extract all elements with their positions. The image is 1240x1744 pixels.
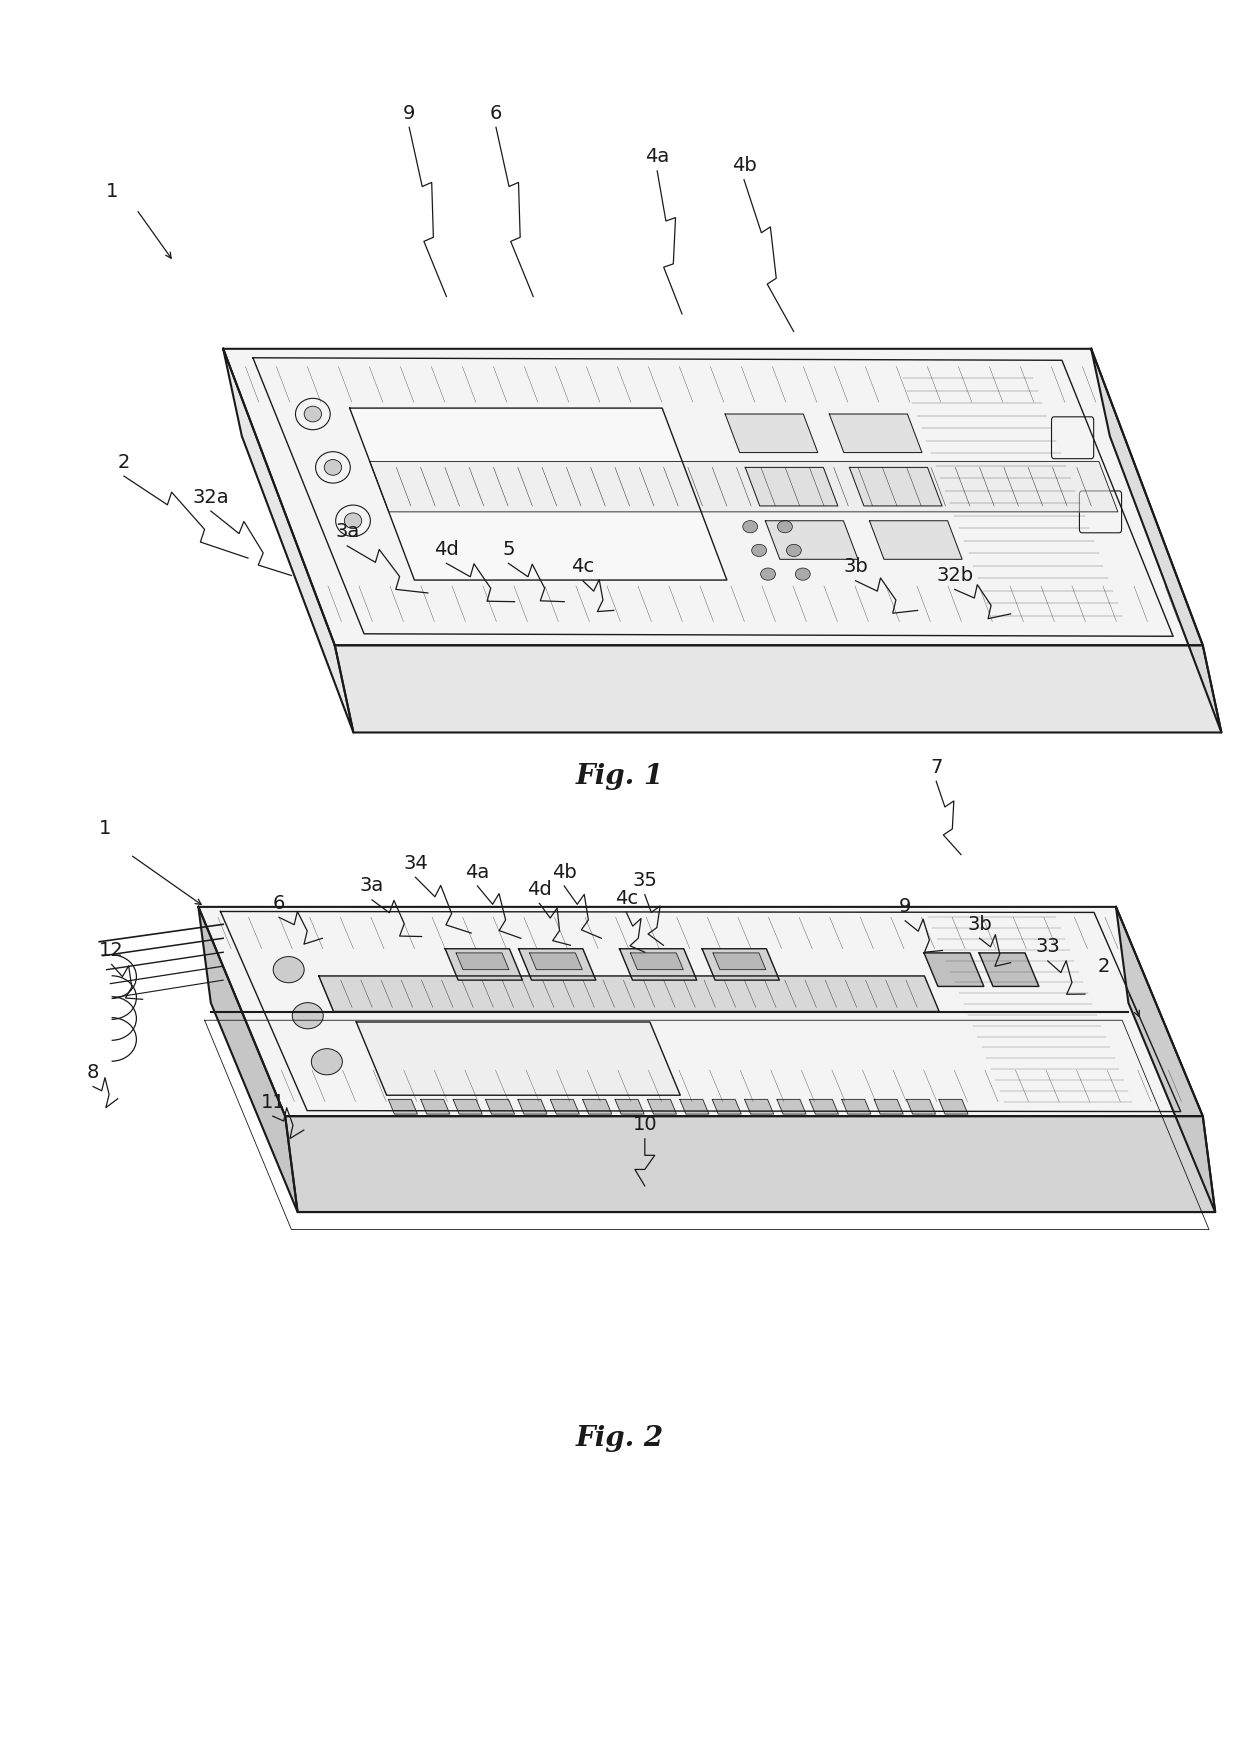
Text: 1: 1: [105, 183, 118, 201]
Text: 3a: 3a: [360, 877, 384, 895]
Text: 3b: 3b: [967, 916, 992, 933]
Text: 4b: 4b: [732, 157, 756, 174]
Text: 12: 12: [99, 942, 124, 959]
Polygon shape: [583, 1099, 611, 1114]
Text: Fig. 2: Fig. 2: [575, 1425, 665, 1453]
Polygon shape: [849, 467, 942, 506]
Text: 6: 6: [273, 895, 285, 912]
Polygon shape: [223, 349, 353, 732]
Polygon shape: [350, 408, 727, 581]
Polygon shape: [1116, 907, 1215, 1212]
Text: 9: 9: [899, 898, 911, 916]
Polygon shape: [713, 952, 766, 970]
Ellipse shape: [304, 406, 321, 422]
Polygon shape: [830, 413, 921, 452]
Polygon shape: [810, 1099, 838, 1114]
Polygon shape: [518, 949, 595, 980]
Ellipse shape: [325, 460, 342, 474]
Text: 4c: 4c: [615, 889, 637, 907]
Polygon shape: [702, 949, 780, 980]
Text: 4b: 4b: [552, 863, 577, 881]
Polygon shape: [198, 907, 298, 1212]
Polygon shape: [1091, 349, 1221, 732]
Text: 8: 8: [87, 1064, 99, 1081]
Ellipse shape: [777, 520, 792, 532]
Text: 32b: 32b: [936, 567, 973, 584]
Polygon shape: [335, 645, 1221, 732]
Polygon shape: [486, 1099, 515, 1114]
Polygon shape: [620, 949, 697, 980]
Text: 4d: 4d: [527, 881, 552, 898]
Polygon shape: [370, 462, 1118, 513]
Polygon shape: [924, 952, 983, 987]
Polygon shape: [198, 907, 1203, 1116]
Polygon shape: [874, 1099, 903, 1114]
Text: 9: 9: [403, 105, 415, 122]
Polygon shape: [939, 1099, 968, 1114]
Text: 6: 6: [490, 105, 502, 122]
Polygon shape: [285, 1116, 1215, 1212]
Text: 35: 35: [632, 872, 657, 889]
Text: 34: 34: [403, 855, 428, 872]
Polygon shape: [456, 952, 508, 970]
Polygon shape: [420, 1099, 450, 1114]
Text: 2: 2: [118, 453, 130, 471]
Polygon shape: [869, 521, 962, 560]
Text: 3a: 3a: [335, 523, 360, 541]
Polygon shape: [518, 1099, 547, 1114]
Text: 33: 33: [1035, 938, 1060, 956]
Ellipse shape: [751, 544, 766, 556]
Ellipse shape: [311, 1048, 342, 1074]
Text: 11: 11: [260, 1093, 285, 1111]
Polygon shape: [906, 1099, 935, 1114]
Ellipse shape: [345, 513, 362, 528]
Polygon shape: [765, 521, 858, 560]
Polygon shape: [980, 952, 1039, 987]
Polygon shape: [319, 977, 939, 1012]
Text: 3b: 3b: [843, 558, 868, 576]
Text: 4c: 4c: [572, 558, 594, 576]
Polygon shape: [529, 952, 583, 970]
Ellipse shape: [743, 520, 758, 532]
Polygon shape: [223, 349, 1203, 645]
Polygon shape: [551, 1099, 579, 1114]
Polygon shape: [388, 1099, 418, 1114]
Text: 10: 10: [632, 1116, 657, 1134]
Text: 5: 5: [502, 541, 515, 558]
Polygon shape: [615, 1099, 644, 1114]
Text: 7: 7: [930, 759, 942, 776]
Polygon shape: [445, 949, 522, 980]
Ellipse shape: [760, 569, 775, 581]
Ellipse shape: [795, 569, 810, 581]
Ellipse shape: [786, 544, 801, 556]
Polygon shape: [680, 1099, 709, 1114]
Polygon shape: [842, 1099, 870, 1114]
Text: 4a: 4a: [645, 148, 670, 166]
Polygon shape: [725, 413, 818, 452]
Polygon shape: [453, 1099, 482, 1114]
Text: Fig. 1: Fig. 1: [575, 762, 665, 790]
Text: 1: 1: [99, 820, 112, 837]
Polygon shape: [712, 1099, 742, 1114]
Text: 4d: 4d: [434, 541, 459, 558]
Polygon shape: [630, 952, 683, 970]
Polygon shape: [744, 1099, 774, 1114]
Text: 2: 2: [1097, 957, 1110, 975]
Polygon shape: [777, 1099, 806, 1114]
Text: 32a: 32a: [192, 488, 229, 506]
Text: 4a: 4a: [465, 863, 490, 881]
Ellipse shape: [293, 1003, 324, 1029]
Ellipse shape: [273, 956, 304, 984]
Polygon shape: [356, 1022, 681, 1095]
Polygon shape: [647, 1099, 677, 1114]
Polygon shape: [745, 467, 838, 506]
